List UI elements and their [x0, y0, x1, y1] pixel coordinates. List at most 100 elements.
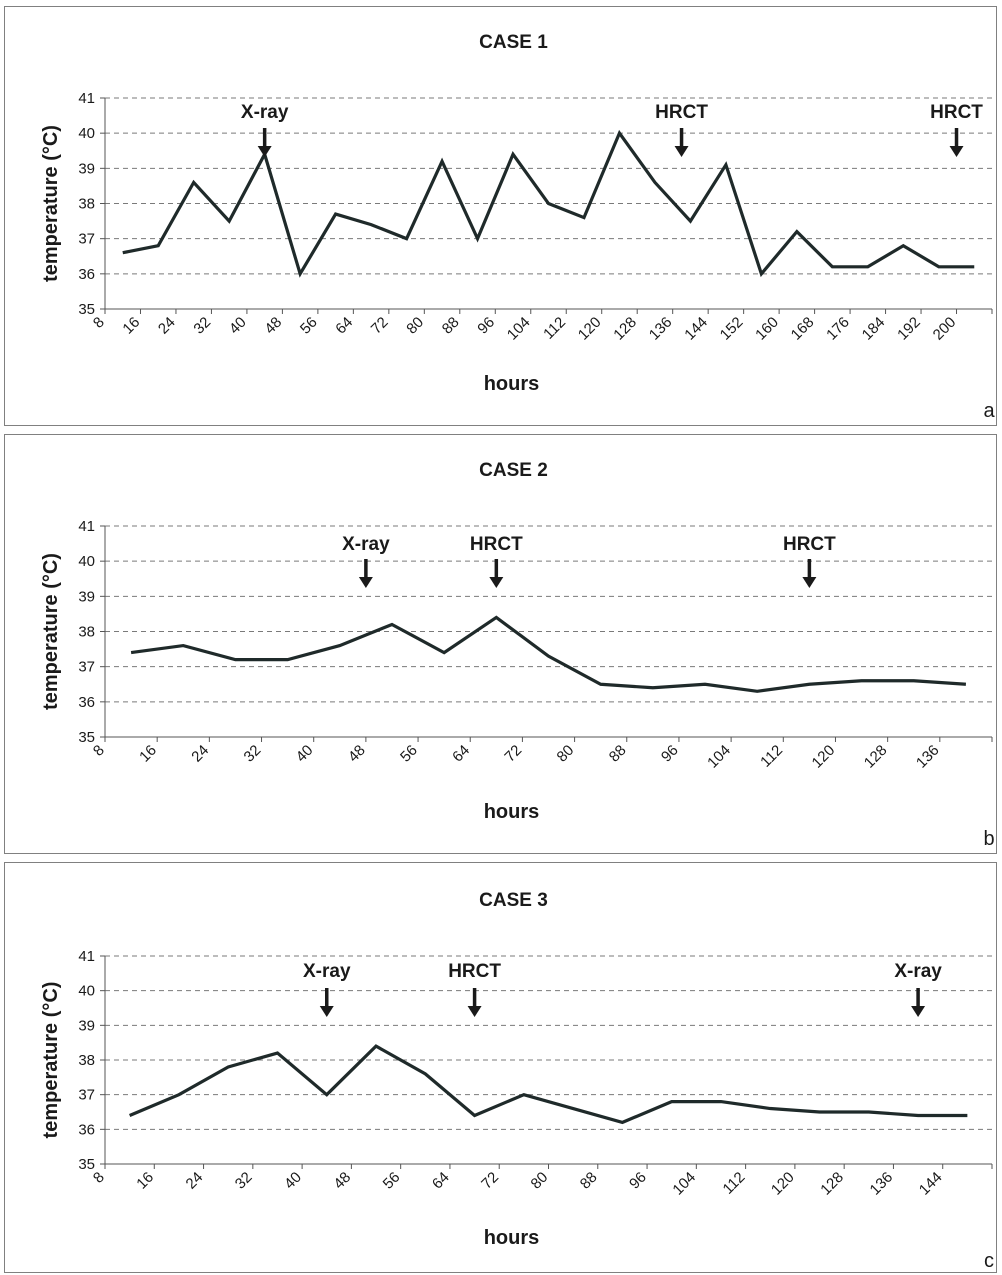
- y-tick-label: 35: [78, 301, 95, 318]
- y-tick-label: 37: [78, 659, 95, 676]
- x-tick-label: 16: [133, 1169, 157, 1193]
- x-tick-label: 88: [577, 1169, 601, 1193]
- y-tick-label: 40: [78, 983, 95, 1000]
- x-tick-label: 72: [368, 314, 392, 338]
- x-tick-label: 104: [504, 314, 534, 344]
- x-tick-label: 24: [188, 742, 212, 766]
- x-tick-label: 96: [626, 1169, 650, 1193]
- annotation-label: HRCT: [448, 961, 501, 982]
- y-tick-label: 38: [78, 624, 95, 641]
- panel-letter: a: [983, 400, 995, 422]
- arrow-down-icon: [949, 146, 964, 157]
- x-tick-label: 136: [646, 314, 676, 344]
- chart-title: CASE 1: [479, 32, 548, 53]
- y-tick-label: 39: [78, 1017, 95, 1034]
- panel-letter: b: [983, 828, 994, 850]
- x-tick-label: 192: [894, 314, 924, 344]
- annotation: HRCT: [783, 534, 836, 588]
- y-axis-title: temperature (°C): [40, 125, 62, 282]
- arrow-down-icon: [257, 146, 272, 157]
- annotation: X-ray: [342, 534, 390, 588]
- x-tick-label: 64: [449, 742, 473, 766]
- x-tick-label: 56: [397, 742, 421, 766]
- annotation-label: X-ray: [894, 961, 942, 982]
- x-tick-label: 128: [817, 1169, 847, 1199]
- x-tick-label: 88: [439, 314, 463, 338]
- x-tick-label: 40: [281, 1169, 305, 1193]
- chart-svg-case-1: CASE 1 35 36 37 38 39 40 41 8 16 24 32 40 48 56 64 72 80 8…: [40, 32, 995, 422]
- x-tick-label: 72: [501, 742, 525, 766]
- x-tick-label: 24: [183, 1169, 207, 1193]
- x-tick-label: 40: [293, 742, 317, 766]
- chart-svg-case-3: CASE 3 35 36 37 38 39 40 41 8 16 24 32 40 48 56 64 72 80 8…: [40, 890, 994, 1272]
- x-tick-label: 48: [261, 314, 285, 338]
- x-tick-label: 72: [478, 1169, 502, 1193]
- x-tick-label: 136: [913, 742, 943, 772]
- x-axis-title: hours: [484, 373, 540, 395]
- y-tick-label: 41: [78, 90, 95, 107]
- y-tick-label: 35: [78, 729, 95, 746]
- annotation-label: HRCT: [655, 102, 708, 123]
- x-tick-label: 176: [823, 314, 853, 344]
- y-axis-title: temperature (°C): [40, 982, 62, 1139]
- x-tick-label: 184: [859, 314, 889, 344]
- y-tick-label: 41: [78, 948, 95, 965]
- x-tick-label: 32: [232, 1169, 256, 1193]
- y-tick-label: 39: [78, 160, 95, 177]
- y-tick-label: 40: [78, 553, 95, 570]
- y-tick-label: 36: [78, 1121, 95, 1138]
- x-tick-label: 32: [241, 742, 265, 766]
- x-tick-label: 64: [332, 314, 356, 338]
- x-tick-label: 200: [930, 314, 960, 344]
- y-tick-label: 37: [78, 231, 95, 248]
- annotation-label: X-ray: [241, 102, 289, 123]
- x-tick-label: 48: [330, 1169, 354, 1193]
- x-tick-label: 152: [717, 314, 747, 344]
- annotation-label: HRCT: [470, 534, 523, 555]
- x-axis-title: hours: [484, 801, 540, 823]
- y-tick-label: 38: [78, 1052, 95, 1069]
- arrow-down-icon: [358, 577, 373, 588]
- y-tick-label: 39: [78, 588, 95, 605]
- x-tick-label: 8: [90, 314, 108, 332]
- x-tick-label: 112: [757, 742, 786, 771]
- x-tick-label: 144: [681, 314, 711, 344]
- annotation: HRCT: [655, 102, 708, 157]
- annotation: X-ray: [303, 961, 351, 1017]
- annotation-label: HRCT: [783, 534, 836, 555]
- arrow-down-icon: [911, 1006, 926, 1017]
- x-tick-label: 136: [867, 1169, 897, 1199]
- annotation-label: X-ray: [342, 534, 390, 555]
- x-tick-label: 56: [297, 314, 321, 338]
- x-tick-label: 112: [540, 314, 569, 343]
- y-axis-title: temperature (°C): [40, 553, 62, 710]
- arrow-down-icon: [802, 577, 817, 588]
- x-tick-label: 104: [669, 1169, 699, 1199]
- x-tick-label: 56: [380, 1169, 404, 1193]
- x-tick-label: 40: [226, 314, 250, 338]
- chart-title: CASE 3: [479, 890, 548, 911]
- annotation: X-ray: [241, 102, 289, 157]
- temperature-line: [129, 1044, 968, 1125]
- x-tick-label: 32: [190, 314, 214, 338]
- x-tick-label: 160: [752, 314, 782, 344]
- chart-title: CASE 2: [479, 460, 548, 481]
- annotation: HRCT: [930, 102, 983, 157]
- arrow-down-icon: [489, 577, 504, 588]
- x-tick-label: 120: [768, 1169, 798, 1199]
- x-tick-label: 144: [916, 1169, 946, 1199]
- arrow-down-icon: [319, 1006, 334, 1017]
- annotation: X-ray: [894, 961, 942, 1017]
- x-tick-label: 8: [90, 1169, 108, 1187]
- x-tick-label: 80: [528, 1169, 552, 1193]
- temperature-line: [130, 615, 967, 693]
- chart-panel-case-3: CASE 3 35 36 37 38 39 40 41 8 16 24 32 40 48 56 64 72 80 8…: [4, 862, 997, 1273]
- x-tick-label: 128: [610, 314, 640, 344]
- y-tick-label: 35: [78, 1156, 95, 1173]
- chart-svg-case-2: CASE 2 35 36 37 38 39 40 41 8 16 24 32 40 48 56 64 72 80 8…: [40, 460, 995, 850]
- annotation-label: HRCT: [930, 102, 983, 123]
- chart-panel-case-1: CASE 1 35 36 37 38 39 40 41 8 16 24 32 40 48 56 64 72 80 8…: [4, 6, 997, 426]
- x-tick-label: 104: [704, 742, 734, 772]
- annotation-label: X-ray: [303, 961, 351, 982]
- x-tick-label: 80: [403, 314, 427, 338]
